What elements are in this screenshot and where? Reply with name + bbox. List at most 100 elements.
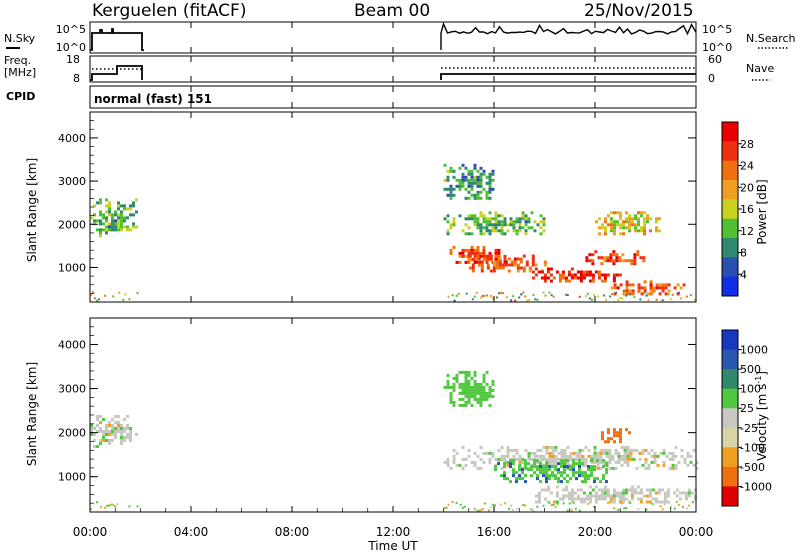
power-cell <box>120 204 123 208</box>
velocity-cell <box>467 397 471 401</box>
velocity-ground-cell <box>532 509 535 512</box>
velocity-cell <box>96 418 99 421</box>
velocity-ground-cell <box>607 501 610 504</box>
power-cell <box>117 225 120 229</box>
velocity-cell <box>569 454 573 458</box>
power-ground-cell <box>455 294 458 297</box>
velocity-ground-cell <box>548 501 551 504</box>
power-cell <box>105 228 108 232</box>
velocity-cell <box>554 457 558 461</box>
velocity-cell <box>566 454 570 458</box>
power-cell <box>135 210 138 214</box>
velocity-ground-cell <box>570 509 573 512</box>
power-cell <box>458 187 462 191</box>
velocity-cell <box>648 494 652 498</box>
power-colorbar-swatch <box>722 180 738 200</box>
power-colorbar-swatch <box>722 160 738 181</box>
power-cell <box>132 225 135 229</box>
velocity-ground-cell <box>459 503 462 506</box>
velocity-cell <box>584 474 587 478</box>
power-ground-cell <box>671 293 674 296</box>
xtick-label: 00:00 <box>73 525 108 539</box>
power-cell <box>473 178 477 182</box>
velocity-ground-cell <box>100 506 103 509</box>
power-cell <box>458 166 462 170</box>
velocity-cell <box>578 448 582 452</box>
velocity-cell <box>479 391 483 395</box>
power-cell <box>564 279 568 283</box>
power-cell <box>464 187 468 191</box>
velocity-cell <box>551 451 555 455</box>
power-cell <box>507 263 511 267</box>
velocity-cell <box>512 448 516 452</box>
velocity-cell <box>566 466 570 470</box>
velocity-cell <box>99 442 102 445</box>
power-ground-cell <box>623 292 626 295</box>
power-cell <box>497 251 501 255</box>
velocity-cell <box>527 451 531 455</box>
power-ground-cell <box>118 291 121 294</box>
power-cell <box>476 223 480 227</box>
power-cell <box>495 266 499 270</box>
power-cell <box>126 207 129 211</box>
velocity-ground-cell <box>104 506 107 509</box>
velocity-cell <box>692 448 696 452</box>
velocity-cell <box>515 477 518 481</box>
power-cell <box>634 223 637 227</box>
velocity-cell <box>533 451 537 455</box>
velocity-cell <box>558 497 562 501</box>
power-cell <box>634 217 637 221</box>
power-cell <box>642 256 646 260</box>
velocity-cell <box>660 488 664 492</box>
power-cell <box>637 283 641 287</box>
power-cell <box>461 181 465 185</box>
velocity-cell <box>524 474 527 478</box>
velocity-cell <box>129 436 132 439</box>
power-cell <box>649 292 653 296</box>
velocity-cell <box>566 459 569 463</box>
velocity-cell <box>564 485 568 489</box>
velocity-cell <box>639 497 643 501</box>
power-cell <box>491 226 495 230</box>
power-cell <box>628 229 631 233</box>
power-cell <box>619 217 622 221</box>
velocity-cell <box>660 500 664 504</box>
power-cell <box>488 232 492 236</box>
power-cell <box>640 229 643 233</box>
velocity-cell <box>470 376 474 380</box>
velocity-cell <box>684 491 688 495</box>
velocity-cell <box>618 494 622 498</box>
power-colorbar-tick-label: 8 <box>740 247 747 260</box>
power-cell <box>637 286 641 290</box>
power-cell <box>473 217 477 221</box>
power-cell <box>114 222 117 226</box>
velocity-cell <box>521 457 525 461</box>
power-cell <box>471 266 475 270</box>
power-ground-cell <box>685 295 688 298</box>
velocity-cell <box>614 460 618 464</box>
power-cell <box>518 226 522 230</box>
velocity-cell <box>600 491 604 495</box>
velocity-cell <box>458 391 462 395</box>
power-cell <box>479 190 483 194</box>
velocity-cell <box>563 465 566 469</box>
velocity-cell <box>623 454 627 458</box>
power-cell <box>446 214 450 218</box>
power-cell <box>482 217 486 221</box>
power-ylabel: Slant Range [km] <box>25 158 39 262</box>
velocity-cell <box>593 448 597 452</box>
power-cell <box>682 283 686 287</box>
velocity-cell <box>546 485 550 489</box>
velocity-cell <box>102 430 105 433</box>
velocity-cell <box>635 466 639 470</box>
power-cell <box>108 228 111 232</box>
power-cell <box>446 169 450 173</box>
power-cell <box>126 225 129 229</box>
velocity-cell <box>530 468 533 472</box>
velocity-cell <box>464 370 468 374</box>
power-cell <box>516 257 520 261</box>
velocity-cell <box>560 459 563 463</box>
velocity-cell <box>630 485 634 489</box>
power-ground-cell <box>645 294 648 297</box>
velocity-cell <box>618 500 622 504</box>
